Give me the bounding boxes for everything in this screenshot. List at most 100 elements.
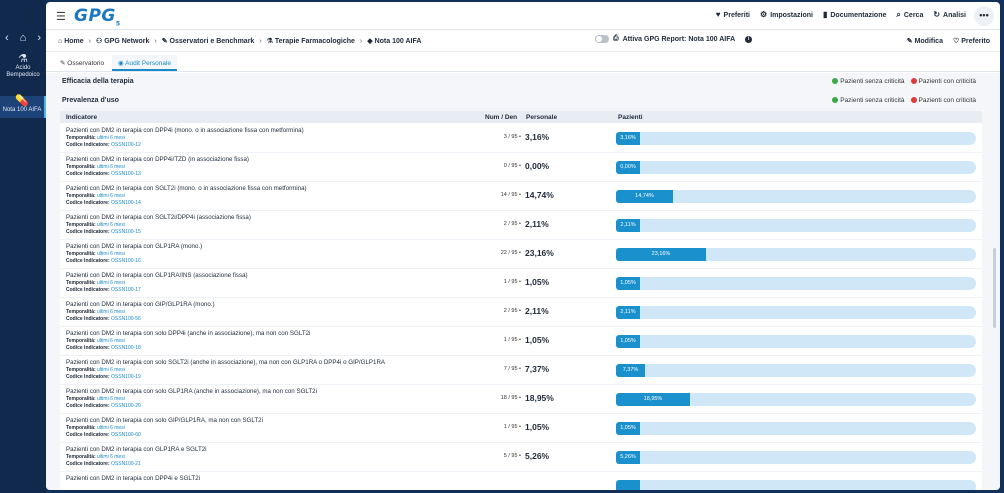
- patients-bar-fill[interactable]: [616, 480, 640, 490]
- personal-percent: 0,00%: [525, 161, 550, 171]
- indicator-time: Temporalità: ultimi 6 mesi: [66, 193, 125, 199]
- num-den: 1 / 95 •: [503, 424, 521, 430]
- table-row[interactable]: Pazienti con DM2 in terapia con solo GIP…: [60, 414, 982, 443]
- num-den: 14 / 95 •: [500, 192, 521, 198]
- nav-preferiti[interactable]: ♥ Preferiti: [715, 10, 751, 19]
- nav-analisi[interactable]: ↻ Analisi: [933, 10, 966, 19]
- patients-bar-fill[interactable]: 14,74%: [616, 190, 673, 203]
- indicator-time: Temporalità: ultimi 6 mesi: [66, 396, 125, 402]
- patients-bar-track: 1,05%: [616, 335, 976, 348]
- legend-bad: Pazienti con criticità: [910, 78, 976, 85]
- patients-bar-fill[interactable]: 0,00%: [616, 161, 640, 174]
- favorite-button[interactable]: ♡ Preferito: [952, 38, 990, 45]
- chevron-right-icon: ›: [259, 37, 262, 45]
- table-row[interactable]: Pazienti con DM2 in terapia con GLP1RA/I…: [60, 269, 982, 298]
- chevron-right-icon[interactable]: ›: [37, 32, 41, 44]
- search-icon: ⌕: [896, 10, 901, 19]
- indicator-code: Codice Indicatore: OSSN100-14: [66, 200, 141, 206]
- toggle-switch[interactable]: [595, 35, 609, 43]
- more-menu-button[interactable]: •••: [974, 6, 994, 26]
- top-nav: ♥ Preferiti ⚙ Impostazioni ▮ Documentazione…: [716, 10, 966, 20]
- gpg-report-toggle[interactable]: ⎙ Attiva GPG Report: Nota 100 AIFA i: [595, 35, 753, 43]
- indicator-title: Pazienti con DM2 in terapia con GLP1RA/I…: [66, 272, 248, 279]
- patients-bar-track: 5,26%: [616, 451, 976, 464]
- table-row[interactable]: Pazienti con DM2 in terapia con GIP/GLP1…: [60, 298, 982, 327]
- num-den: 5 / 95 •: [503, 453, 521, 459]
- patients-bar-track: 14,74%: [616, 190, 976, 203]
- patients-bar-track: 1,05%: [616, 277, 976, 290]
- patients-bar-fill[interactable]: 5,26%: [616, 451, 640, 464]
- printer-icon: ⎙: [613, 35, 619, 42]
- indicator-code: Codice Indicatore: OSSN100-20: [66, 403, 141, 409]
- table-row[interactable]: Pazienti con DM2 in terapia con solo GLP…: [60, 385, 982, 414]
- gear-icon: ⚙: [760, 10, 768, 19]
- nav-documentazione[interactable]: ▮ Documentazione: [822, 10, 887, 19]
- table-row[interactable]: Pazienti con DM2 in terapia con DPP4i/TZ…: [60, 153, 982, 182]
- indicator-code: Codice Indicatore: OSSN100-12: [66, 142, 141, 148]
- patients-bar-track: 2,11%: [616, 306, 976, 319]
- home-icon[interactable]: ⌂: [19, 32, 27, 44]
- nav-cerca[interactable]: ⌕ Cerca: [896, 10, 924, 19]
- indicator-title: Pazienti con DM2 in terapia con solo GLP…: [66, 388, 317, 395]
- patients-bar-fill[interactable]: 2,11%: [616, 219, 640, 232]
- chevron-left-icon[interactable]: ‹: [5, 32, 9, 44]
- legend: Pazienti senza criticità Pazienti con cr…: [832, 78, 976, 85]
- info-icon[interactable]: i: [745, 35, 753, 43]
- table-row[interactable]: Pazienti con DM2 in terapia con solo DPP…: [60, 327, 982, 356]
- num-den: 0 / 95 •: [503, 163, 521, 169]
- rail-item-acido-bempedoico[interactable]: ⚗ Acido Bempedoico: [0, 53, 46, 79]
- table-row[interactable]: Pazienti con DM2 in terapia con solo SGL…: [60, 356, 982, 385]
- table-header: Indicatore Num / Den Personale Pazienti: [60, 111, 982, 123]
- indicator-title: Pazienti con DM2 in terapia con solo GIP…: [66, 417, 263, 424]
- patients-bar-fill[interactable]: 3,16%: [616, 132, 640, 145]
- patients-bar-fill[interactable]: 1,05%: [616, 335, 640, 348]
- legend-ok: Pazienti senza criticità: [832, 97, 905, 104]
- indicator-title: Pazienti con DM2 in terapia con DPP4i/TZ…: [66, 156, 249, 163]
- indicator-time: Temporalità: ultimi 6 mesi: [66, 164, 125, 170]
- patients-bar-fill[interactable]: 2,11%: [616, 306, 640, 319]
- patients-bar-fill[interactable]: 23,16%: [616, 248, 706, 261]
- num-den: 2 / 95 •: [503, 221, 521, 227]
- patients-bar-fill[interactable]: 1,05%: [616, 422, 640, 435]
- patients-bar-fill[interactable]: 1,05%: [616, 277, 640, 290]
- breadcrumb-gpg-network[interactable]: ⚇ GPG Network: [95, 38, 150, 45]
- legend-bad: Pazienti con criticità: [910, 97, 976, 104]
- heart-icon: ♥: [715, 10, 721, 19]
- menu-icon[interactable]: ☰: [56, 11, 66, 23]
- breadcrumb-nota-100[interactable]: ◆ Nota 100 AIFA: [367, 38, 422, 45]
- tab-osservatorio[interactable]: ✎ Osservatorio: [60, 60, 105, 67]
- table-row[interactable]: Pazienti con DM2 in terapia con GLP1RA e…: [60, 443, 982, 472]
- patients-bar-track: 18,95%: [616, 393, 976, 406]
- patients-bar-fill[interactable]: 7,37%: [616, 364, 645, 377]
- col-indicator: Indicatore: [66, 114, 98, 121]
- logo[interactable]: GPG5: [74, 6, 121, 28]
- patients-bar-track: 0,00%: [616, 161, 976, 174]
- table-row[interactable]: Pazienti con DM2 in terapia con GLP1RA (…: [60, 240, 982, 269]
- indicator-time: Temporalità: ultimi 6 mesi: [66, 135, 125, 141]
- personal-percent: 2,11%: [525, 219, 549, 229]
- breadcrumb-terapie[interactable]: ⚗ Terapie Farmacologiche: [266, 38, 355, 45]
- tab-audit-personale[interactable]: ◉ Audit Personale: [112, 55, 178, 71]
- table-row[interactable]: Pazienti con DM2 in terapia con SGLT2i (…: [60, 182, 982, 211]
- personal-percent: 1,05%: [525, 422, 550, 432]
- table-row[interactable]: Pazienti con DM2 in terapia con SGLT2i/D…: [60, 211, 982, 240]
- breadcrumb-home[interactable]: ⌂ Home: [58, 37, 84, 45]
- nav-impostazioni[interactable]: ⚙ Impostazioni: [760, 10, 813, 19]
- green-dot-icon: [832, 97, 839, 103]
- section-efficacy: Efficacia della terapia Pazienti senza c…: [62, 78, 976, 92]
- breadcrumb-osservatori[interactable]: ✎ Osservatori e Benchmark: [161, 38, 255, 45]
- edit-button[interactable]: ✎ Modifica: [906, 38, 943, 45]
- green-dot-icon: [832, 78, 839, 84]
- patients-bar-fill[interactable]: 18,95%: [616, 393, 690, 406]
- legend: Pazienti senza criticità Pazienti con cr…: [832, 97, 976, 104]
- rail-item-nota-100-aifa[interactable]: 💊 Nota 100 AIFA: [0, 96, 46, 118]
- num-den: 1 / 95 •: [503, 337, 521, 343]
- flask-icon: ⚗: [18, 53, 28, 65]
- num-den: 22 / 95 •: [500, 250, 521, 256]
- indicator-time: Temporalità: ultimi 6 mesi: [66, 280, 125, 286]
- scrollbar[interactable]: [993, 248, 996, 328]
- table-row[interactable]: Pazienti con DM2 in terapia con DPP4i (m…: [60, 124, 982, 153]
- col-patients: Pazienti: [618, 114, 643, 121]
- table-row[interactable]: Pazienti con DM2 in terapia con DPP4i e …: [60, 472, 982, 490]
- col-numden: Num / Den: [485, 114, 518, 121]
